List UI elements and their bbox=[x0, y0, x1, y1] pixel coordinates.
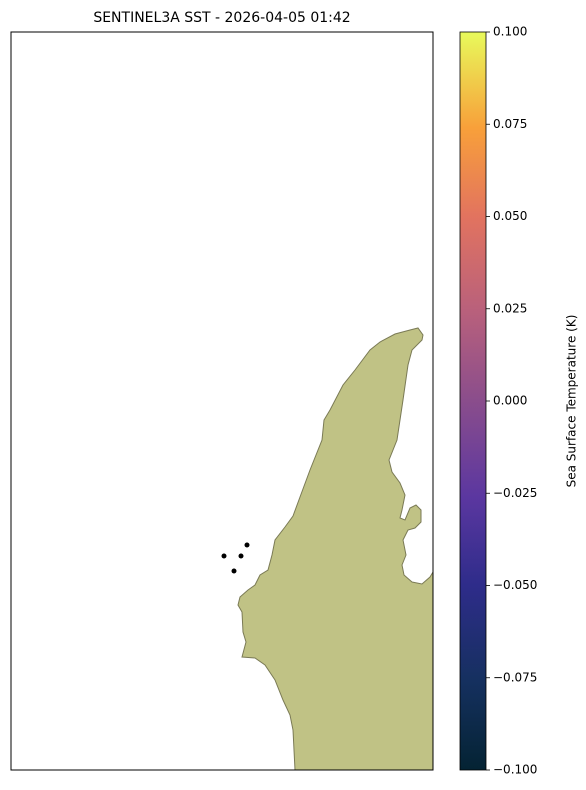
colorbar-tick-label: 0.025 bbox=[493, 301, 527, 315]
observation-point bbox=[238, 553, 244, 559]
map-area bbox=[10, 31, 434, 771]
colorbar bbox=[459, 31, 487, 771]
observation-point bbox=[221, 553, 227, 559]
colorbar-tick-label: −0.050 bbox=[493, 578, 537, 592]
map-title: SENTINEL3A SST - 2026-04-05 01:42 bbox=[93, 10, 350, 26]
colorbar-tick-label: −0.075 bbox=[493, 670, 537, 684]
observation-point bbox=[231, 568, 237, 574]
colorbar-label: Sea Surface Temperature (K) bbox=[565, 315, 579, 488]
map-frame bbox=[10, 31, 434, 771]
land bbox=[237, 327, 434, 771]
colorbar-tick-label: 0.075 bbox=[493, 117, 527, 131]
colorbar-tick-label: 0.050 bbox=[493, 209, 527, 223]
colorbar-tick-label: 0.100 bbox=[493, 25, 527, 39]
observation-point bbox=[244, 542, 250, 548]
colorbar-tick-label: −0.100 bbox=[493, 763, 537, 777]
colorbar-tick-label: −0.025 bbox=[493, 486, 537, 500]
colorbar-tick-label: 0.000 bbox=[493, 394, 527, 408]
